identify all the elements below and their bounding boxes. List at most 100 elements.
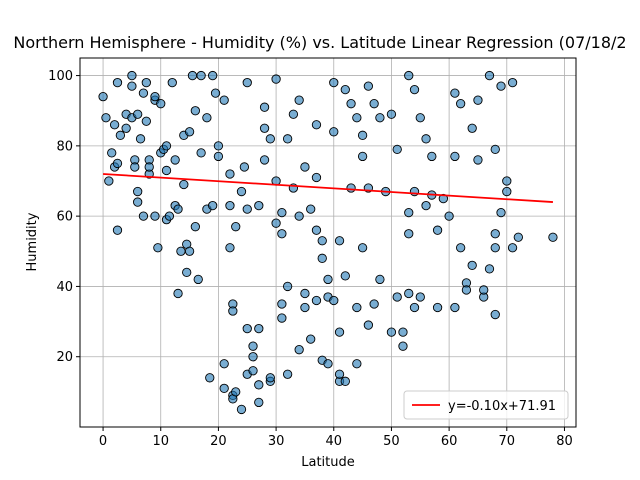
point: [467, 123, 477, 133]
point: [254, 380, 264, 390]
point: [363, 320, 374, 330]
point: [208, 200, 218, 211]
point: [277, 313, 287, 323]
x-axis-label: Latitude: [301, 455, 355, 470]
point: [490, 144, 500, 155]
point: [369, 299, 379, 309]
point: [352, 359, 362, 369]
point: [190, 222, 200, 232]
point: [369, 99, 379, 109]
point: [456, 99, 466, 109]
point: [107, 148, 117, 158]
point: [513, 232, 523, 242]
point: [225, 200, 235, 211]
point: [317, 253, 327, 263]
point: [225, 169, 235, 179]
point: [219, 359, 229, 369]
point: [323, 274, 333, 285]
point: [450, 302, 460, 313]
point: [170, 155, 180, 165]
x-tick-label: 60: [441, 434, 458, 449]
point: [329, 77, 339, 88]
point: [282, 369, 293, 379]
point: [254, 397, 264, 408]
point: [219, 95, 229, 105]
point: [548, 232, 558, 242]
point: [346, 99, 356, 109]
point: [254, 200, 264, 211]
point: [392, 292, 402, 302]
point: [334, 236, 345, 246]
point: [153, 243, 163, 253]
plot-area: [98, 70, 558, 415]
point: [375, 113, 385, 123]
point: [182, 267, 192, 278]
point: [259, 123, 270, 133]
point: [127, 81, 137, 91]
point: [259, 102, 270, 112]
axes-frame: [79, 57, 577, 428]
x-tick-label: 10: [152, 434, 169, 449]
point: [135, 134, 146, 144]
point: [329, 295, 339, 306]
x-tick-label: 0: [99, 434, 107, 449]
point: [144, 162, 154, 172]
point: [173, 204, 183, 214]
point: [242, 77, 252, 88]
point: [184, 127, 195, 137]
point: [300, 302, 310, 313]
point: [242, 323, 252, 334]
point: [288, 109, 299, 119]
legend: y=-0.10x+71.91: [403, 390, 569, 420]
point: [329, 127, 339, 137]
point: [444, 211, 454, 221]
point: [127, 70, 137, 81]
x-tick-label: 50: [383, 434, 400, 449]
point: [231, 222, 241, 232]
point: [112, 77, 123, 88]
point: [421, 134, 431, 144]
point: [300, 162, 310, 172]
point: [112, 158, 123, 169]
point: [205, 373, 215, 383]
chart-title: Northern Hemisphere - Humidity (%) vs. L…: [13, 33, 626, 52]
point: [133, 197, 143, 207]
y-tick-label: 60: [56, 210, 73, 225]
regression-line: [103, 173, 553, 203]
point: [210, 88, 221, 98]
point: [404, 207, 414, 218]
point: [375, 274, 385, 285]
point: [173, 288, 183, 299]
point: [415, 113, 425, 123]
point: [248, 366, 258, 376]
point: [473, 155, 483, 165]
point: [490, 309, 500, 320]
point: [311, 172, 322, 183]
y-tick-label: 80: [56, 139, 73, 154]
point: [277, 207, 287, 218]
point: [484, 70, 495, 81]
point: [259, 155, 270, 165]
point: [213, 141, 224, 151]
point: [415, 292, 425, 302]
point: [242, 204, 252, 214]
y-axis-label: Humidity: [25, 212, 40, 271]
point: [340, 271, 350, 281]
point: [357, 130, 368, 140]
grid: [80, 58, 576, 427]
ticks: 0 10 20 30 40 50 60 70 80 20 40 60 80 100: [48, 69, 573, 449]
point: [193, 274, 203, 285]
point: [265, 373, 275, 383]
point: [141, 116, 151, 126]
x-tick-label: 40: [325, 434, 342, 449]
point: [496, 207, 506, 218]
x-tick-label: 70: [499, 434, 516, 449]
point: [294, 95, 304, 105]
point: [156, 99, 166, 109]
point: [311, 225, 322, 235]
point: [334, 327, 345, 337]
point: [176, 246, 186, 256]
point: [133, 109, 143, 119]
point: [184, 246, 195, 256]
x-tick-label: 20: [210, 434, 227, 449]
